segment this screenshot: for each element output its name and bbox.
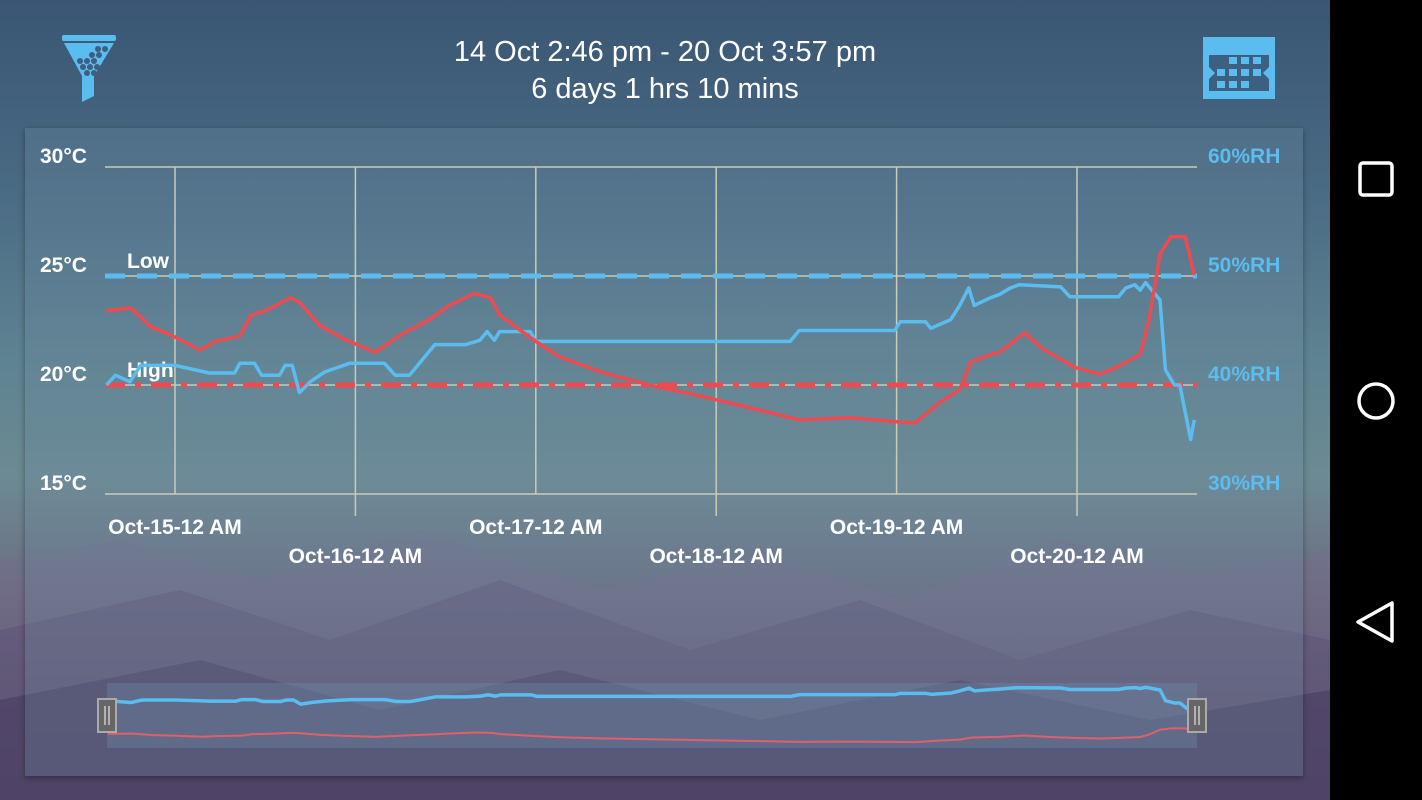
overview-right-handle[interactable] xyxy=(1187,698,1207,733)
back-triangle-icon xyxy=(1356,601,1394,643)
back-button[interactable] xyxy=(1352,598,1400,646)
duration-label: 6 days 1 hrs 10 mins xyxy=(531,73,799,105)
android-nav-bar xyxy=(1330,0,1422,800)
x-axis-label: Oct-17-12 AM xyxy=(469,516,602,539)
x-axis-label: Oct-18-12 AM xyxy=(649,545,782,568)
x-axis-label: Oct-20-12 AM xyxy=(1010,545,1143,568)
y-axis-right-label: 30%RH xyxy=(1208,472,1280,495)
date-range-label: 14 Oct 2:46 pm - 20 Oct 3:57 pm xyxy=(453,36,877,68)
date-range-header: 14 Oct 2:46 pm - 20 Oct 3:57 pm 6 days 1… xyxy=(0,34,1330,108)
overview-navigator xyxy=(107,683,1197,748)
recents-button[interactable] xyxy=(1352,155,1400,203)
overview-temperature-line xyxy=(107,727,1195,744)
overview-humidity-line xyxy=(107,685,1196,714)
x-axis-label: Oct-19-12 AM xyxy=(830,516,963,539)
y-axis-left-label: 15°C xyxy=(40,472,87,495)
calendar-button[interactable] xyxy=(1203,37,1277,99)
temperature-series-line xyxy=(106,235,1196,425)
low-threshold-label: Low xyxy=(127,250,170,273)
chart-panel xyxy=(25,128,1303,776)
mountain-background xyxy=(0,530,1330,800)
y-axis-left-label: 25°C xyxy=(40,254,87,277)
y-axis-left-label: 20°C xyxy=(40,363,87,386)
y-axis-right-label: 60%RH xyxy=(1208,145,1280,168)
calendar-icon xyxy=(1203,37,1275,99)
filter-button[interactable] xyxy=(60,34,120,104)
y-axis-right-label: 40%RH xyxy=(1208,363,1280,386)
x-axis-label: Oct-16-12 AM xyxy=(289,545,422,568)
home-button[interactable] xyxy=(1352,377,1400,425)
y-axis-left-label: 30°C xyxy=(40,145,87,168)
app-screen: 14 Oct 2:46 pm - 20 Oct 3:57 pm 6 days 1… xyxy=(0,0,1330,800)
humidity-series-line xyxy=(105,280,1196,442)
handle-grip xyxy=(1187,698,1207,733)
recents-square-icon xyxy=(1358,161,1394,197)
filter-funnel-icon xyxy=(62,35,116,102)
temperature-humidity-chart[interactable]: 30°C 25°C 20°C 15°C 60%RH 50%RH 40%RH 30%RH Oct… xyxy=(0,0,1330,800)
handle-grip xyxy=(97,698,117,733)
x-axis-label: Oct-15-12 AM xyxy=(108,516,241,539)
home-circle-icon xyxy=(1357,382,1395,420)
overview-left-handle[interactable] xyxy=(97,698,117,733)
y-axis-right-label: 50%RH xyxy=(1208,254,1280,277)
